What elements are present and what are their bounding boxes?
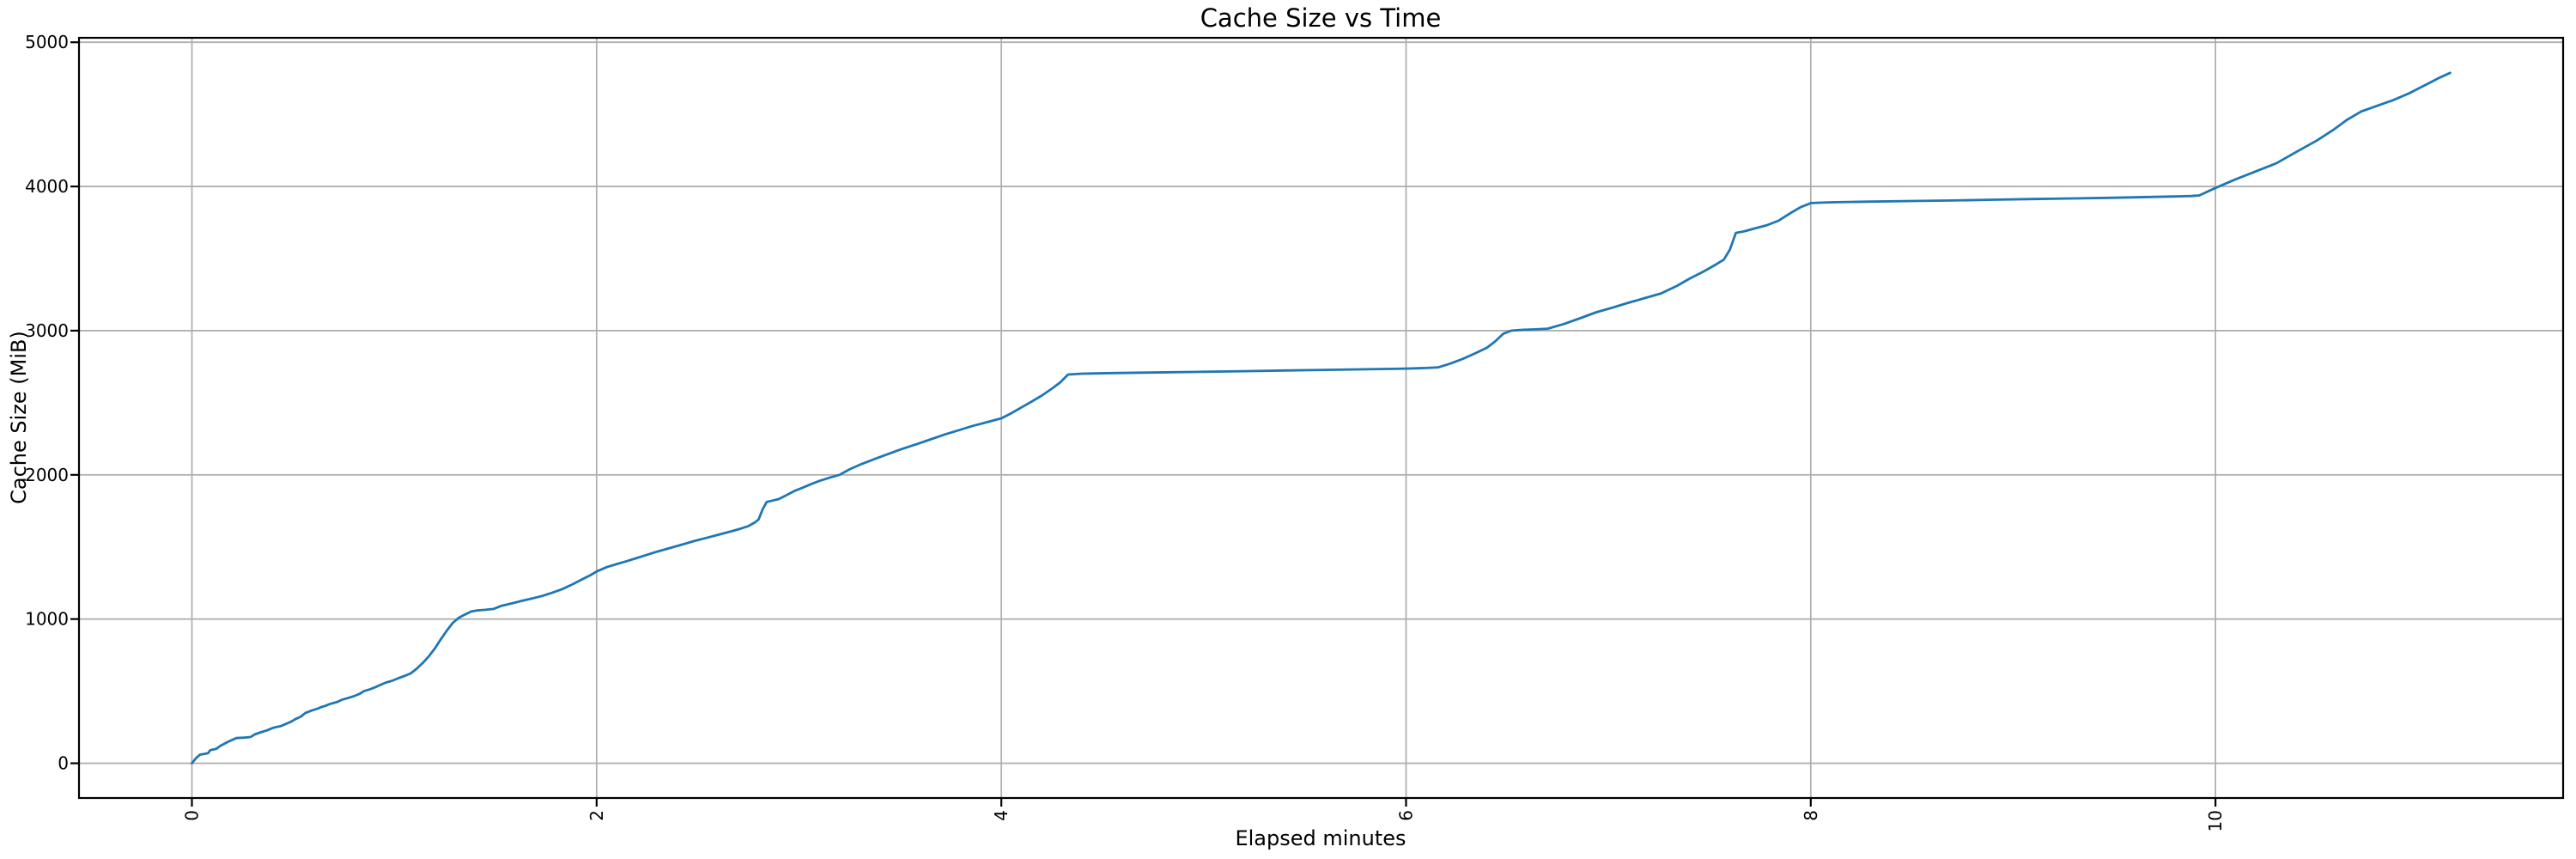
x-tick-label: 0 [182, 810, 203, 821]
chart-title: Cache Size vs Time [1200, 3, 1442, 33]
x-tick-label: 6 [1395, 810, 1416, 821]
tick-label-layer: 0 2 4 6 8 10 0 1000 2000 3000 4000 5000 [25, 32, 2226, 832]
series-layer [191, 71, 2451, 765]
x-tick-label: 10 [2205, 810, 2226, 832]
x-axis-label: Elapsed minutes [1235, 826, 1406, 850]
grid-layer [79, 38, 2563, 798]
y-axis-label: Cache Size (MiB) [7, 331, 31, 504]
tick-layer [70, 41, 2217, 807]
y-tick-label: 3000 [25, 320, 69, 341]
x-tick-label: 4 [991, 810, 1012, 821]
y-tick-label: 5000 [25, 32, 69, 52]
data-line-cache-size [191, 71, 2451, 765]
y-tick-label: 0 [58, 753, 69, 774]
x-tick-label: 2 [586, 810, 607, 821]
y-tick-label: 2000 [25, 465, 69, 485]
x-tick-label: 8 [1801, 810, 1821, 821]
plot-border [77, 36, 2565, 800]
y-tick-label: 4000 [25, 176, 69, 197]
y-tick-label: 1000 [25, 609, 69, 630]
